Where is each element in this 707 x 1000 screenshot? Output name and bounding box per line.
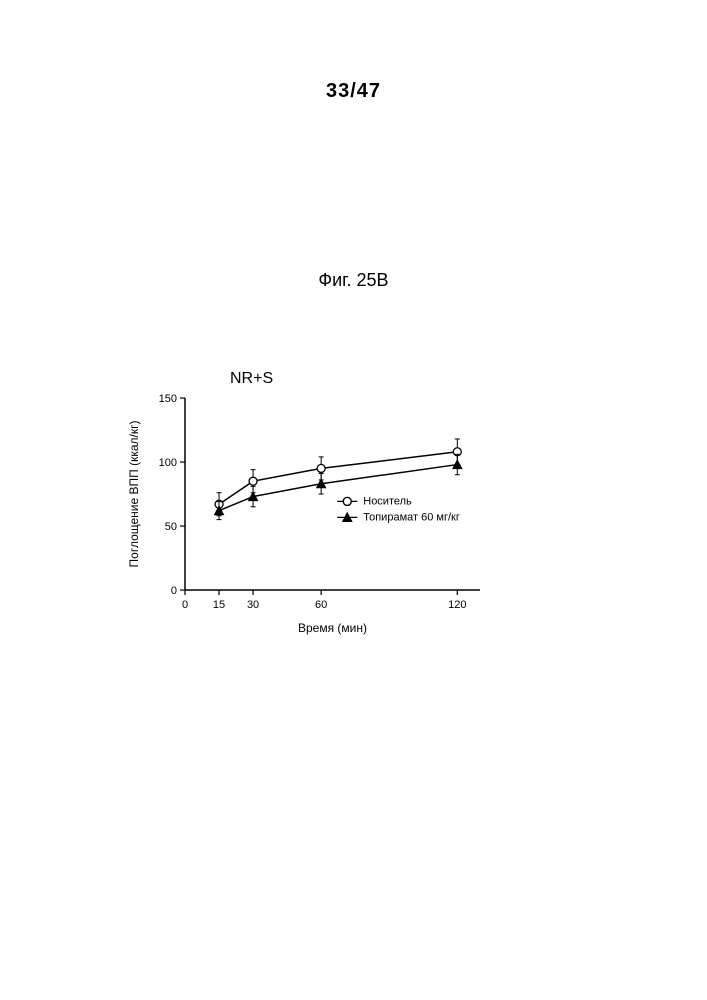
svg-text:Носитель: Носитель — [363, 495, 412, 507]
figure-caption: Фиг. 25B — [0, 270, 707, 291]
svg-text:50: 50 — [165, 521, 177, 533]
svg-text:0: 0 — [171, 585, 177, 597]
svg-text:30: 30 — [247, 599, 259, 611]
svg-text:150: 150 — [159, 393, 177, 405]
svg-text:Время (мин): Время (мин) — [298, 621, 367, 635]
page-number: 33/47 — [0, 80, 707, 103]
chart-svg: 0 50 100 150 0 15 30 60 120 Время (мин) Поглощение… — [120, 370, 500, 640]
chart-title: NR+S — [230, 370, 273, 388]
svg-text:100: 100 — [159, 457, 177, 469]
svg-text:60: 60 — [315, 599, 327, 611]
svg-text:Топирамат 60 мг/кг: Топирамат 60 мг/кг — [363, 511, 460, 523]
chart-container: NR+S 0 50 100 150 0 15 30 60 120 Время (мин) Погло… — [120, 370, 500, 640]
svg-text:Поглощение ВПП (ккал/кг): Поглощение ВПП (ккал/кг) — [127, 421, 141, 568]
svg-text:0: 0 — [182, 599, 188, 611]
svg-text:15: 15 — [213, 599, 225, 611]
svg-text:120: 120 — [448, 599, 466, 611]
